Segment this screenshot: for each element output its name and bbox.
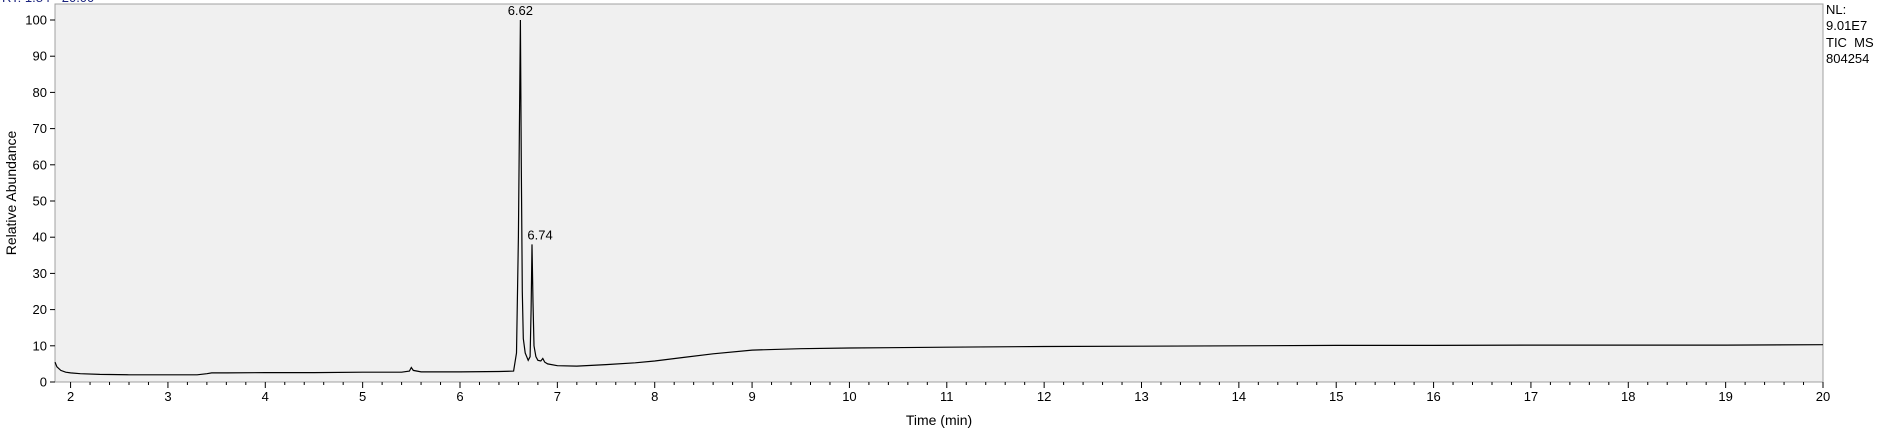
x-tick-label: 14 (1232, 389, 1246, 404)
x-tick-label: 12 (1037, 389, 1051, 404)
y-tick-label: 90 (33, 49, 47, 64)
info-line: 9.01E7 (1826, 18, 1867, 33)
x-tick-label: 6 (456, 389, 463, 404)
x-tick-label: 17 (1524, 389, 1538, 404)
normalization-info: NL: 9.01E7 TIC MS 804254 (1826, 2, 1874, 66)
x-tick-label: 16 (1426, 389, 1440, 404)
y-tick-label: 20 (33, 302, 47, 317)
x-axis-title: Time (min) (906, 412, 972, 428)
x-tick-label: 13 (1134, 389, 1148, 404)
y-tick-label: 70 (33, 121, 47, 136)
x-tick-label: 18 (1621, 389, 1635, 404)
y-axis: 0 10 20 30 40 50 60 70 80 90 100 (25, 13, 55, 390)
x-tick-label: 15 (1329, 389, 1343, 404)
peak-label: 6.62 (508, 3, 533, 18)
x-tick-label: 5 (359, 389, 366, 404)
x-tick-label: 9 (748, 389, 755, 404)
y-tick-label: 40 (33, 230, 47, 245)
info-line: 804254 (1826, 51, 1869, 66)
y-tick-label: 10 (33, 338, 47, 353)
plot-area (54, 3, 1824, 383)
y-tick-label: 60 (33, 157, 47, 172)
y-tick-label: 0 (40, 375, 47, 390)
x-tick-label: 19 (1718, 389, 1732, 404)
x-tick-label: 3 (164, 389, 171, 404)
x-tick-label: 2 (67, 389, 74, 404)
tic-trace (54, 19, 1824, 376)
info-line: NL: (1826, 2, 1846, 17)
x-tick-label: 11 (940, 389, 954, 404)
header-text: RT: 1.84 - 20.00 (2, 0, 94, 5)
y-tick-label: 100 (25, 13, 47, 28)
x-axis: 2 3 4 5 6 7 8 9 10 11 12 13 14 15 16 17 18 19 20 (67, 382, 1830, 404)
y-tick-label: 80 (33, 85, 47, 100)
x-tick-label: 4 (262, 389, 269, 404)
x-tick-label: 20 (1816, 389, 1830, 404)
x-tick-label: 8 (651, 389, 658, 404)
peak-labels: 6.62 6.74 (508, 3, 553, 242)
y-tick-label: 50 (33, 194, 47, 209)
x-tick-label: 7 (554, 389, 561, 404)
x-tick-label: 10 (842, 389, 856, 404)
y-axis-title: Relative Abundance (3, 131, 19, 256)
info-line: TIC MS (1826, 35, 1874, 50)
y-tick-label: 30 (33, 266, 47, 281)
peak-label: 6.74 (527, 227, 552, 242)
